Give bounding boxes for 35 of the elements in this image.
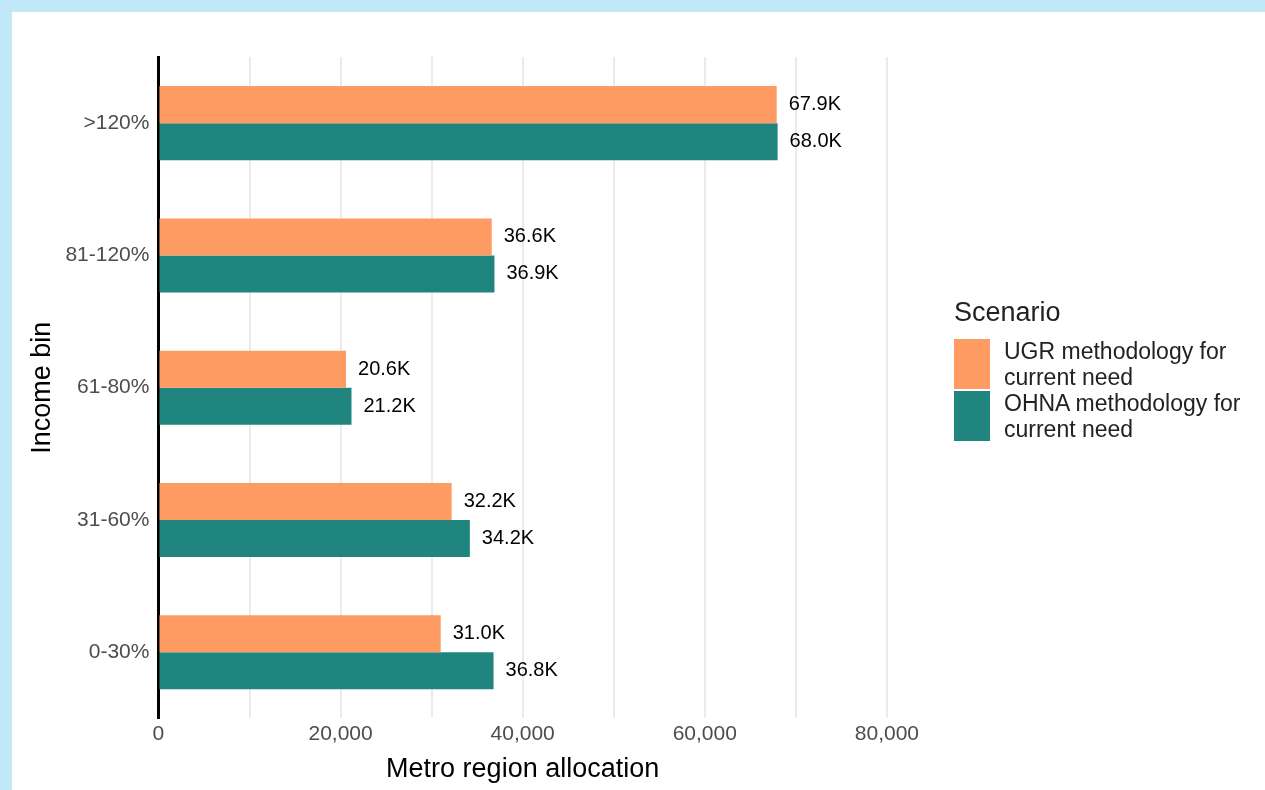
y-tick-label: 81-120% bbox=[65, 242, 150, 266]
x-tick-label: 60,000 bbox=[672, 720, 737, 744]
data-label: 31.0K bbox=[452, 621, 506, 644]
bar bbox=[159, 218, 492, 256]
bar bbox=[159, 387, 352, 425]
bar bbox=[159, 123, 778, 161]
bar bbox=[159, 350, 347, 388]
data-label: 36.8K bbox=[505, 658, 559, 681]
bar bbox=[159, 86, 777, 124]
legend-label: UGR methodology for current need bbox=[1004, 338, 1228, 390]
data-label: 67.9K bbox=[788, 92, 842, 115]
bar bbox=[159, 255, 495, 293]
bar bbox=[159, 482, 452, 520]
y-axis-title: Income bin bbox=[25, 321, 56, 454]
x-tick-label: 0 bbox=[152, 720, 165, 744]
bar bbox=[159, 652, 494, 690]
x-axis-title: Metro region allocation bbox=[386, 753, 660, 784]
bar bbox=[159, 615, 441, 653]
x-tick-label: 80,000 bbox=[854, 720, 919, 744]
x-tick-label: 40,000 bbox=[490, 720, 555, 744]
data-label: 36.6K bbox=[503, 224, 557, 247]
data-label: 36.9K bbox=[506, 261, 560, 284]
legend-label: OHNA methodology for current need bbox=[1004, 390, 1242, 442]
data-label: 21.2K bbox=[363, 393, 417, 416]
data-label: 68.0K bbox=[789, 129, 843, 152]
bar bbox=[159, 519, 470, 558]
legend-title: Scenario bbox=[954, 297, 1062, 328]
x-tick-label: 20,000 bbox=[308, 720, 373, 744]
data-label: 32.2K bbox=[463, 488, 517, 511]
y-tick-label: 61-80% bbox=[77, 374, 150, 398]
y-tick-label: 0-30% bbox=[88, 639, 150, 663]
data-label: 20.6K bbox=[358, 356, 411, 379]
y-tick-label: 31-60% bbox=[77, 506, 150, 530]
data-label: 34.2K bbox=[481, 526, 535, 549]
y-tick-label: >120% bbox=[83, 109, 150, 133]
